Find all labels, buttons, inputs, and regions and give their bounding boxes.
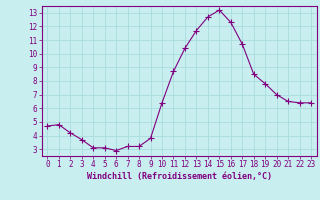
X-axis label: Windchill (Refroidissement éolien,°C): Windchill (Refroidissement éolien,°C)	[87, 172, 272, 181]
